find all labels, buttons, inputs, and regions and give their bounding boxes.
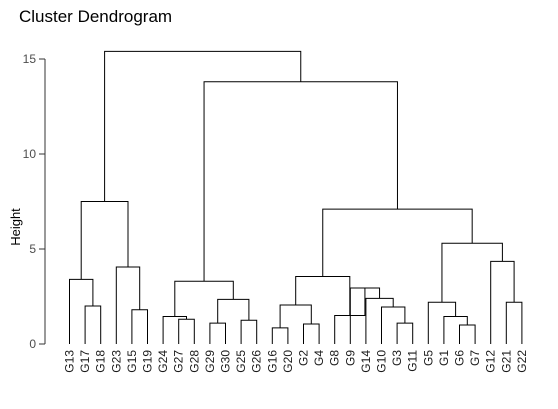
dendrogram-branch <box>427 301 457 344</box>
leaf-label: G5 <box>421 350 435 366</box>
dendrogram-branch <box>295 276 351 316</box>
dendrogram-branch <box>443 315 468 344</box>
dendrogram-branch <box>303 323 320 344</box>
leaf-label: G24 <box>156 350 170 373</box>
leaf-label: G2 <box>297 350 311 366</box>
leaf-label: G20 <box>281 350 295 373</box>
dendrogram-branch <box>459 324 476 344</box>
leaf-label: G21 <box>499 350 513 373</box>
dendrogram-branch <box>441 242 503 303</box>
dendrogram-branch <box>365 297 394 344</box>
dendrogram-branch <box>240 319 258 344</box>
leaf-label: G13 <box>63 350 77 373</box>
dendrogram-branch <box>381 306 406 344</box>
leaf-label: G9 <box>343 350 357 366</box>
leaf-label: G7 <box>468 350 482 366</box>
dendrogram-branch <box>69 278 94 344</box>
leaf-label: G30 <box>219 350 233 373</box>
dendrogram-branch <box>178 318 195 344</box>
leaf-label: G1 <box>437 350 451 366</box>
leaf-label: G10 <box>375 350 389 373</box>
y-axis: 0 5 10 15 <box>23 52 46 351</box>
y-tick-label: 5 <box>29 242 36 256</box>
leaf-label: G18 <box>94 350 108 373</box>
leaf-label: G12 <box>484 350 498 373</box>
dendrogram-branch <box>271 327 289 344</box>
dendrogram-links <box>69 50 523 344</box>
y-tick-label: 0 <box>29 337 36 351</box>
y-tick-label: 15 <box>23 52 37 66</box>
leaf-label: G23 <box>109 350 123 373</box>
leaf-label: G15 <box>125 350 139 373</box>
leaf-label: G11 <box>406 350 420 372</box>
y-tick-label: 10 <box>23 147 37 161</box>
dendrogram-branch <box>162 315 187 344</box>
leaf-label: G8 <box>328 350 342 366</box>
leaf-labels: G13 G17 G18 G23 G15 G19 G24 G27 G28 G29 G30 G25 G26 G… <box>63 350 529 373</box>
leaf-label: G4 <box>312 350 326 366</box>
leaf-label: G26 <box>250 350 264 373</box>
dendrogram-branch <box>131 309 148 344</box>
chart-title: Cluster Dendrogram <box>19 7 172 26</box>
dendrogram-branch <box>115 266 141 344</box>
dendrogram-branch <box>396 322 414 344</box>
leaf-label: G27 <box>172 350 186 373</box>
leaf-label: G14 <box>359 350 373 373</box>
dendrogram-branch <box>505 301 523 344</box>
dendrogram-branch <box>104 50 302 202</box>
leaf-label: G28 <box>187 350 201 373</box>
dendrogram-branch <box>80 201 129 280</box>
leaf-label: G25 <box>234 350 248 373</box>
leaf-label: G6 <box>453 350 467 366</box>
dendrogram-branch <box>84 305 102 344</box>
leaf-label: G17 <box>78 350 92 373</box>
leaf-label: G3 <box>390 350 404 366</box>
dendrogram-branch <box>217 298 250 324</box>
leaf-label: G16 <box>265 350 279 373</box>
y-axis-label: Height <box>8 208 23 246</box>
leaf-label: G19 <box>141 350 155 373</box>
leaf-label: G22 <box>515 350 529 373</box>
dendrogram-branch <box>203 81 398 282</box>
dendrogram-branch <box>209 322 226 344</box>
leaf-label: G29 <box>203 350 217 373</box>
